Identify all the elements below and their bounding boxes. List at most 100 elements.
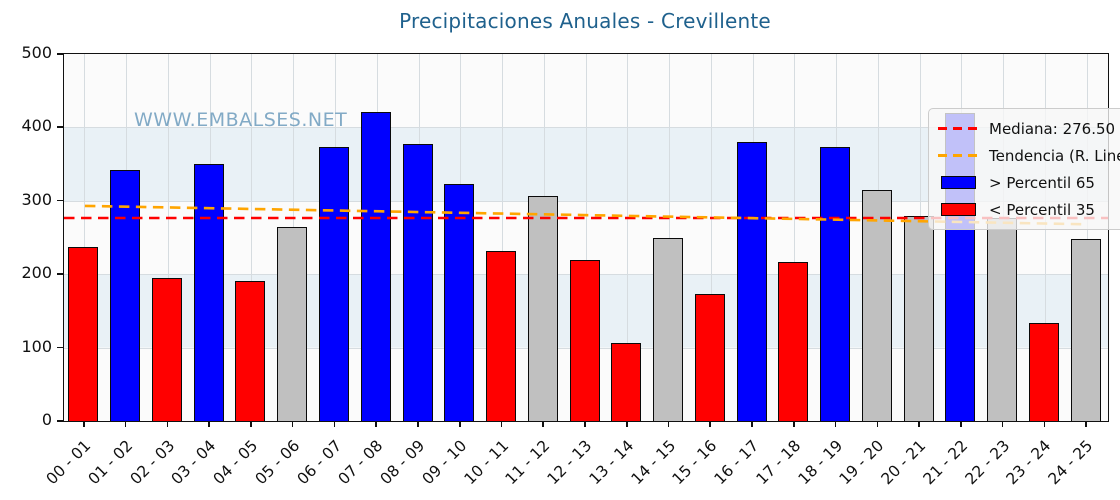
- chart-title: Precipitaciones Anuales - Crevillente: [399, 9, 771, 33]
- bar-cell-05-06: [273, 54, 315, 421]
- bar-22-23: [987, 218, 1018, 421]
- bar-24-25: [1070, 239, 1101, 421]
- y-tick-label-0: 0: [41, 410, 52, 429]
- x-tick-label-00-01: 00 - 01: [42, 436, 95, 489]
- low-percentile-patch-icon: [938, 203, 978, 216]
- x-tick-mark: [1043, 422, 1046, 427]
- bar-cell-10-11: [482, 54, 524, 421]
- bar-06-07: [318, 147, 349, 421]
- x-tick-mark: [375, 422, 377, 427]
- bar-cell-16-17: [732, 54, 774, 421]
- gridline-x: [251, 54, 253, 421]
- x-tick-mark: [208, 422, 210, 427]
- legend-high-label: > Percentil 65: [989, 173, 1095, 192]
- x-tick-mark: [709, 422, 712, 427]
- bar-cell-02-03: [148, 54, 190, 421]
- x-tick-label-02-03: 02 - 03: [126, 436, 178, 489]
- legend-item-high: > Percentil 65: [938, 169, 1120, 196]
- bar-11-12: [527, 196, 558, 421]
- x-tick-mark: [417, 422, 419, 427]
- x-tick-label-08-09: 08 - 09: [376, 436, 429, 489]
- x-tick-label-11-12: 11 - 12: [502, 436, 554, 489]
- x-tick-label-04-05: 04 - 05: [209, 436, 262, 489]
- x-tick-label-21-22: 21 - 22: [919, 436, 972, 489]
- bar-cell-11-12: [523, 54, 565, 421]
- x-tick-mark: [1001, 422, 1004, 427]
- x-tick-label-13-14: 13 - 14: [585, 436, 638, 489]
- legend-item-trend: Tendencia (R. Lineal): [938, 142, 1120, 169]
- bar-cell-14-15: [649, 54, 691, 421]
- bar-cell-13-14: [607, 54, 649, 421]
- y-tick-label-400: 400: [21, 116, 52, 136]
- bar-cell-20-21: [899, 54, 941, 421]
- x-tick-mark: [584, 422, 586, 427]
- legend-item-median: Mediana: 276.50: [938, 115, 1120, 142]
- y-tick-mark: [57, 346, 63, 349]
- bar-01-02: [110, 170, 141, 421]
- gridline-x: [167, 54, 169, 421]
- gridline-x: [585, 54, 587, 421]
- x-tick-mark: [918, 422, 920, 427]
- bar-17-18: [778, 261, 809, 421]
- bar-05-06: [277, 226, 308, 421]
- x-tick-mark: [960, 422, 962, 427]
- bar-cell-07-08: [356, 54, 398, 421]
- bar-13-14: [611, 342, 642, 421]
- legend-median-label: Mediana: 276.50: [989, 119, 1116, 138]
- x-tick-label-17-18: 17 - 18: [752, 436, 805, 489]
- bar-18-19: [820, 147, 851, 421]
- bar-12-13: [569, 260, 600, 421]
- trend-line-sample-icon: [938, 154, 978, 157]
- bar-cell-08-09: [398, 54, 440, 421]
- x-tick-mark: [166, 422, 169, 427]
- bar-08-09: [402, 144, 433, 421]
- x-tick-label-05-06: 05 - 06: [251, 436, 304, 489]
- bar-09-10: [444, 183, 475, 421]
- x-tick-label-10-11: 10 - 11: [460, 436, 512, 489]
- bar-cell-12-13: [565, 54, 607, 421]
- y-tick-label-300: 300: [21, 189, 52, 209]
- legend-low-label: < Percentil 35: [989, 200, 1095, 219]
- gridline-x: [669, 54, 671, 421]
- y-tick-label-500: 500: [21, 43, 52, 62]
- bar-cell-19-20: [858, 54, 900, 421]
- bar-cell-22-23: [983, 54, 1025, 421]
- gridline-x: [794, 54, 796, 421]
- gridline-x: [1044, 54, 1046, 421]
- x-tick-label-06-07: 06 - 07: [293, 436, 345, 489]
- x-tick-mark: [83, 422, 85, 427]
- x-tick-mark: [793, 422, 795, 427]
- y-tick-label-100: 100: [21, 336, 52, 356]
- x-tick-label-01-02: 01 - 02: [84, 436, 137, 489]
- x-tick-mark: [458, 422, 461, 427]
- bar-cell-04-05: [231, 54, 273, 421]
- bar-00-01: [68, 247, 99, 421]
- x-tick-mark: [625, 422, 628, 427]
- x-tick-label-20-21: 20 - 21: [877, 436, 930, 489]
- bar-07-08: [360, 112, 391, 421]
- y-tick-label-200: 200: [21, 263, 52, 283]
- x-tick-label-24-25: 24 - 25: [1044, 436, 1097, 489]
- bar-cell-06-07: [315, 54, 357, 421]
- plot-area: WWW.EMBALSES.NET Mediana: 276.50 Tendenc…: [63, 53, 1120, 422]
- bar-20-21: [903, 215, 934, 421]
- bar-10-11: [486, 250, 517, 421]
- legend-trend-label: Tendencia (R. Lineal): [989, 146, 1120, 165]
- bar-16-17: [736, 142, 767, 421]
- bar-cell-17-18: [774, 54, 816, 421]
- x-tick-label-03-04: 03 - 04: [167, 436, 220, 489]
- legend: Mediana: 276.50 Tendencia (R. Lineal) > …: [928, 108, 1120, 230]
- gridline-x: [710, 54, 712, 421]
- x-tick-label-18-19: 18 - 19: [794, 436, 846, 489]
- bar-cell-00-01: [64, 54, 106, 421]
- x-tick-label-22-23: 22 - 23: [961, 436, 1013, 489]
- y-tick-mark: [57, 273, 63, 275]
- bar-cell-24-25: [1066, 54, 1108, 421]
- x-tick-label-09-10: 09 - 10: [418, 436, 471, 489]
- gridline-x: [84, 54, 86, 421]
- x-tick-mark: [500, 422, 503, 427]
- x-tick-mark: [751, 422, 753, 427]
- y-tick-mark: [57, 420, 63, 422]
